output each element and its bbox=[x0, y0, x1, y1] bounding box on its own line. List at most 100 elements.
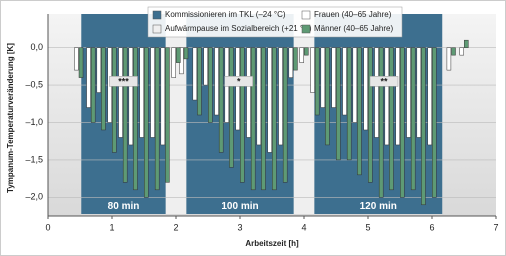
bar bbox=[128, 47, 134, 146]
bar bbox=[421, 47, 426, 206]
legend-label: Kommissionieren im TKL (–24 °C) bbox=[165, 10, 286, 19]
bar bbox=[320, 47, 326, 108]
bar bbox=[464, 39, 469, 48]
bar bbox=[78, 47, 84, 78]
y-tick-label: –1,0 bbox=[25, 117, 43, 127]
bar bbox=[282, 47, 288, 183]
legend-label: Frauen (40–65 Jahre) bbox=[314, 10, 392, 19]
annotation: * bbox=[237, 77, 241, 87]
bar bbox=[197, 47, 202, 116]
bar bbox=[342, 47, 347, 116]
bar bbox=[267, 47, 272, 153]
bar bbox=[139, 47, 144, 138]
bar bbox=[150, 47, 155, 138]
bar bbox=[395, 47, 400, 146]
bar bbox=[410, 47, 416, 191]
legend-box bbox=[147, 6, 403, 38]
bar bbox=[96, 47, 102, 93]
bar bbox=[203, 47, 208, 86]
bar bbox=[208, 47, 213, 123]
bar bbox=[154, 47, 160, 191]
bar bbox=[459, 47, 464, 56]
bar bbox=[288, 47, 294, 78]
bar bbox=[278, 47, 283, 146]
bar bbox=[214, 47, 219, 116]
y-tick-label: –1,5 bbox=[25, 154, 43, 164]
x-tick-label: 3 bbox=[237, 222, 242, 232]
bar bbox=[293, 47, 298, 71]
bar bbox=[451, 47, 456, 56]
bar bbox=[133, 47, 138, 191]
bar bbox=[165, 47, 170, 183]
bar bbox=[160, 47, 166, 146]
bar bbox=[389, 47, 394, 191]
bar bbox=[432, 47, 437, 198]
x-tick-label: 1 bbox=[109, 222, 114, 232]
x-tick-label: 2 bbox=[173, 222, 178, 232]
x-tick-label: 5 bbox=[365, 222, 370, 232]
legend: Kommissionieren im TKL (–24 °C) Aufwärmpa… bbox=[147, 6, 403, 38]
bar bbox=[406, 47, 411, 138]
legend-swatch bbox=[152, 10, 162, 20]
bar bbox=[183, 47, 189, 60]
bar bbox=[446, 47, 452, 71]
x-tick-label: 0 bbox=[45, 222, 50, 232]
bar bbox=[346, 47, 352, 161]
legend-label: Männer (40–65 Jahre) bbox=[314, 24, 393, 33]
bar bbox=[218, 47, 224, 153]
bar bbox=[352, 47, 358, 123]
x-tick-label: 7 bbox=[493, 222, 498, 232]
bar bbox=[384, 47, 390, 146]
annotation-box bbox=[369, 76, 399, 87]
legend-swatch bbox=[301, 24, 311, 34]
bar bbox=[122, 47, 128, 183]
annotation: *** bbox=[118, 77, 129, 87]
bar bbox=[112, 47, 117, 153]
x-axis-title: Arbeitszeit [h] bbox=[245, 239, 299, 248]
bar bbox=[325, 47, 330, 146]
axes: 0,0 –0,5 –1,0 –1,5 –2,0 0 1 2 3 4 5 6 7 bbox=[25, 14, 499, 232]
bar bbox=[363, 47, 368, 131]
band bbox=[293, 14, 315, 214]
band-label: 120 min bbox=[360, 201, 397, 212]
bar bbox=[192, 47, 198, 101]
bar bbox=[357, 47, 362, 176]
annotation-box bbox=[224, 76, 253, 87]
bar bbox=[171, 47, 176, 78]
bar bbox=[331, 47, 336, 108]
bars: *** * ** bbox=[74, 39, 469, 206]
band-label: 80 min bbox=[108, 201, 140, 212]
bar bbox=[229, 47, 234, 168]
bar bbox=[336, 47, 341, 161]
bar bbox=[368, 47, 373, 183]
band-label: 100 min bbox=[221, 201, 258, 212]
x-tick-label: 4 bbox=[301, 222, 306, 232]
bar bbox=[90, 47, 96, 123]
bar bbox=[427, 47, 432, 146]
bar bbox=[310, 47, 315, 93]
bar bbox=[240, 47, 245, 183]
annotation-box bbox=[109, 76, 138, 87]
bar bbox=[400, 47, 405, 198]
bar bbox=[256, 47, 262, 146]
bar bbox=[176, 47, 181, 63]
bar bbox=[118, 47, 123, 138]
legend-label: Aufwärmpause im Sozialbereich (+21 °C) bbox=[165, 24, 312, 33]
legend-swatch bbox=[152, 24, 162, 34]
bar bbox=[74, 47, 79, 71]
y-axis-title: Tympanum-Temperaturveränderung [K] bbox=[6, 43, 15, 193]
bar bbox=[304, 47, 309, 56]
band bbox=[186, 14, 294, 214]
bar bbox=[378, 47, 384, 198]
bar bbox=[416, 47, 422, 138]
x-tick-label: 6 bbox=[429, 222, 434, 232]
bar bbox=[250, 47, 256, 191]
y-tick-label: –0,5 bbox=[25, 79, 43, 89]
legend-swatch bbox=[301, 10, 311, 20]
annotation: ** bbox=[380, 77, 388, 87]
bar bbox=[314, 47, 320, 116]
bar bbox=[272, 47, 277, 191]
bar bbox=[144, 47, 149, 198]
bar bbox=[101, 47, 106, 131]
